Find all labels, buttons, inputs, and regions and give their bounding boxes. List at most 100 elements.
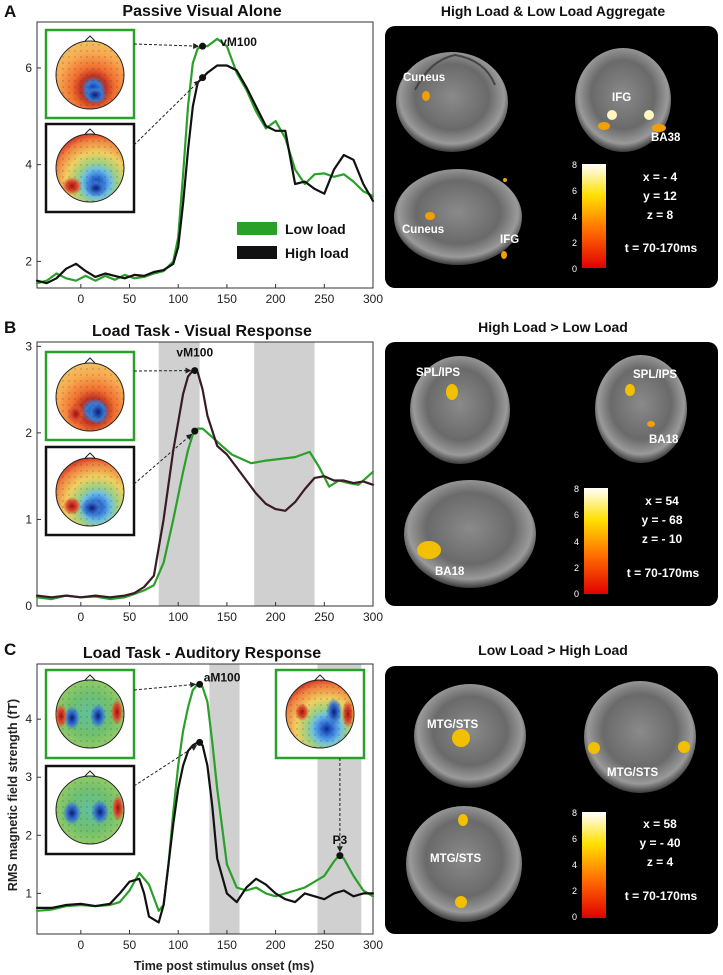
x-tick-label-c: 0 — [77, 938, 84, 952]
brain-panel-a: Cuneus IFG BA38 Cuneus IFG 8 6 4 2 0 x =… — [385, 26, 718, 288]
cb-b-tick-6: 6 — [574, 510, 579, 520]
coord-a-x: x = - 4 — [643, 170, 678, 184]
panel-label-c: C — [4, 640, 16, 659]
shaded-window-b-1 — [254, 342, 315, 606]
x-tick-label-b: 0 — [77, 610, 84, 624]
peak-marker-b-1 — [191, 427, 199, 435]
coord-a-y: y = 12 — [643, 189, 677, 203]
series-line-c-low-load — [35, 683, 375, 912]
brain-coronal-c — [584, 681, 696, 793]
coord-b-x: x = 54 — [645, 494, 679, 508]
brain-c-title: Low Load > High Load — [478, 642, 628, 658]
arrow-topo-a-low — [133, 43, 200, 49]
coord-a-z: z = 8 — [647, 208, 674, 222]
y-tick-label-b: 2 — [25, 426, 32, 440]
colorbar-a — [582, 164, 606, 268]
legend-swatch-low-load — [237, 222, 277, 235]
cb-a-tick-8: 8 — [572, 160, 577, 170]
region-label-ba38: BA38 — [651, 132, 681, 144]
colorbar-c — [582, 812, 606, 918]
x-tick-label-c: 100 — [168, 938, 188, 952]
x-tick-label-a: 0 — [77, 292, 84, 306]
chart-c-title: Load Task - Auditory Response — [83, 645, 321, 662]
cb-a-tick-6: 6 — [572, 186, 577, 196]
arrow-topo-a-high — [133, 80, 200, 146]
time-window-a: t = 70-170ms — [625, 241, 698, 255]
y-tick-label-b: 1 — [25, 512, 32, 526]
x-tick-label-a: 50 — [123, 292, 137, 306]
y-tick-label-c: 1 — [25, 886, 32, 900]
topomap-a-low — [44, 28, 136, 120]
x-tick-label-b: 250 — [314, 610, 334, 624]
cb-c-tick-4: 4 — [572, 860, 577, 870]
brain-coronal-b — [595, 355, 687, 463]
topomap-a-high — [44, 122, 136, 214]
region-label-cuneus: Cuneus — [403, 72, 445, 84]
peak-label-a-0: vM100 — [220, 35, 257, 49]
brain-sagittal-b — [410, 356, 510, 464]
plot-frame-c — [36, 663, 374, 935]
cb-b-tick-8: 8 — [574, 484, 579, 494]
brain-panel-c: MTG/STS MTG/STS MTG/STS 8 6 4 2 0 x = 58… — [385, 666, 718, 934]
cb-b-tick-4: 4 — [574, 537, 579, 547]
time-window-c: t = 70-170ms — [625, 889, 698, 903]
cb-c-tick-0: 0 — [572, 912, 577, 922]
coord-b-z: z = - 10 — [642, 532, 683, 546]
brain-axial-c — [406, 806, 522, 922]
coord-c-y: y = - 40 — [639, 836, 680, 850]
region-label-ba18-axial: BA18 — [435, 566, 465, 578]
legend-swatch-high-load — [237, 246, 277, 259]
x-tick-label-c: 200 — [266, 938, 286, 952]
time-window-b: t = 70-170ms — [627, 566, 700, 580]
shaded-window-c-0 — [209, 664, 240, 934]
brain-b-title: High Load > Low Load — [478, 319, 628, 335]
y-tick-label-a: 4 — [25, 158, 32, 172]
coord-c-z: z = 4 — [647, 855, 674, 869]
peak-marker-c-1 — [196, 738, 204, 746]
y-tick-label-c: 4 — [25, 712, 32, 726]
topomap-c-p3 — [274, 668, 366, 760]
peak-marker-a-1 — [199, 74, 207, 82]
x-tick-label-a: 200 — [266, 292, 286, 306]
region-label-mtg-sts-axial: MTG/STS — [430, 853, 481, 865]
x-tick-label-a: 250 — [314, 292, 334, 306]
x-tick-label-b: 150 — [217, 610, 237, 624]
arrow-topo-c-low — [133, 681, 197, 691]
peak-marker-a-0 — [199, 42, 207, 50]
coord-c-x: x = 58 — [643, 817, 677, 831]
arrow-topo-c-high — [133, 744, 198, 787]
peak-label-b-0: vM100 — [176, 346, 213, 360]
topomap-c-low — [44, 668, 136, 760]
brain-sagittal-a — [396, 52, 508, 152]
x-tick-label-a: 100 — [168, 292, 188, 306]
colorbar-b — [584, 488, 608, 594]
legend: Low load High load — [237, 221, 349, 261]
coord-b-y: y = - 68 — [641, 513, 682, 527]
region-label-mtg-sts: MTG/STS — [427, 719, 478, 731]
region-label-ba18-coronal: BA18 — [649, 434, 679, 446]
brain-axial-b — [404, 480, 536, 588]
x-tick-label-c: 50 — [123, 938, 137, 952]
series-line-b-high-load — [35, 369, 375, 599]
topomap-c-high — [44, 764, 136, 856]
chart-a-title: Passive Visual Alone — [122, 3, 281, 20]
cb-a-tick-2: 2 — [572, 238, 577, 248]
legend-low-load: Low load — [285, 221, 346, 237]
x-tick-label-a: 150 — [217, 292, 237, 306]
x-axis-label: Time post stimulus onset (ms) — [134, 959, 314, 973]
brain-a-title: High Load & Low Load Aggregate — [441, 3, 665, 19]
chart-b-title: Load Task - Visual Response — [92, 323, 312, 340]
y-tick-label-a: 2 — [25, 254, 32, 268]
x-tick-label-b: 50 — [123, 610, 137, 624]
cb-a-tick-0: 0 — [572, 264, 577, 274]
x-tick-label-a: 300 — [363, 292, 383, 306]
x-tick-label-c: 300 — [363, 938, 383, 952]
plot-frame-b — [36, 341, 374, 607]
cb-b-tick-0: 0 — [574, 589, 579, 599]
cb-c-tick-6: 6 — [572, 834, 577, 844]
region-label-spl-ips: SPL/IPS — [416, 367, 460, 379]
series-line-b-low-load — [35, 427, 375, 601]
topomap-b-low — [44, 350, 136, 442]
region-label-mtg-sts-coronal: MTG/STS — [607, 767, 658, 779]
